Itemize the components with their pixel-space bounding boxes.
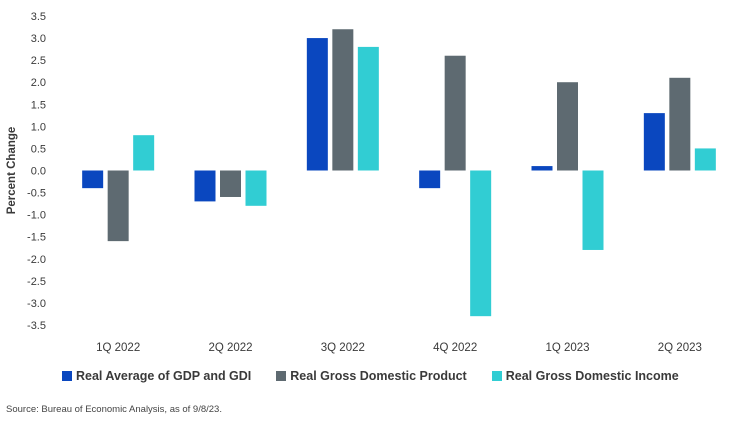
bar xyxy=(531,166,553,171)
y-tick-label: 3.0 xyxy=(31,33,46,45)
x-tick-label: 2Q 2023 xyxy=(658,342,702,354)
y-tick-label: 1.0 xyxy=(31,121,46,133)
bar xyxy=(669,77,691,171)
legend-label-average: Real Average of GDP and GDI xyxy=(76,369,252,383)
bar xyxy=(82,170,104,189)
legend-swatch-gdp xyxy=(276,371,287,381)
legend-label-gdp: Real Gross Domestic Product xyxy=(290,369,467,383)
y-tick-label: -1.0 xyxy=(27,210,46,222)
x-tick-label: 4Q 2022 xyxy=(433,342,477,354)
bar xyxy=(220,170,241,197)
bar-chart: 3.5 3.0 2.5 2.0 1.5 1.0 0.5 0.0 -0.5 -1.0 -1.5 -2.0… xyxy=(6,11,716,354)
y-tick-label: 3.5 xyxy=(31,11,46,23)
y-tick-label: 2.5 xyxy=(31,55,46,67)
y-tick-label: 0.0 xyxy=(31,166,46,178)
legend-item-average: Real Average of GDP and GDI xyxy=(62,369,251,383)
bar xyxy=(694,148,716,171)
bar xyxy=(194,170,216,202)
y-tick-label: -1.5 xyxy=(27,232,46,244)
bar xyxy=(557,82,578,171)
legend-label-gdi: Real Gross Domestic Income xyxy=(505,369,679,383)
y-tick-label: -2.5 xyxy=(27,276,46,288)
x-tick-label: 2Q 2022 xyxy=(208,342,252,354)
bar xyxy=(470,170,492,317)
bar xyxy=(444,55,466,171)
legend-swatch-average xyxy=(62,371,72,381)
legend-item-gdi: Real Gross Domestic Income xyxy=(491,369,679,383)
y-axis-title: Percent Change xyxy=(6,127,18,215)
source-note: Source: Bureau of Economic Analysis, as … xyxy=(6,404,222,415)
bar xyxy=(643,113,665,171)
bar xyxy=(306,38,328,171)
y-tick-label: -3.0 xyxy=(27,298,46,310)
bar xyxy=(357,46,379,171)
y-tick-label: -2.0 xyxy=(27,254,46,266)
bar xyxy=(582,170,604,250)
y-tick-label: 2.0 xyxy=(31,77,46,89)
y-tick-label: -0.5 xyxy=(27,188,46,200)
x-tick-label: 1Q 2023 xyxy=(545,342,589,354)
bar xyxy=(245,170,267,206)
bar xyxy=(133,135,155,171)
legend-item-gdp: Real Gross Domestic Product xyxy=(276,369,467,383)
chart-legend: Real Average of GDP and GDI Real Gross D… xyxy=(62,369,704,383)
y-tick-label: 0.5 xyxy=(31,143,46,155)
x-tick-label: 1Q 2022 xyxy=(96,342,140,354)
y-tick-label: -3.5 xyxy=(27,320,46,332)
bar xyxy=(107,170,129,242)
legend-swatch-gdi xyxy=(491,371,502,381)
x-tick-label: 3Q 2022 xyxy=(321,342,365,354)
y-tick-label: 1.5 xyxy=(31,99,46,111)
bar xyxy=(419,170,441,189)
bar xyxy=(332,29,354,171)
